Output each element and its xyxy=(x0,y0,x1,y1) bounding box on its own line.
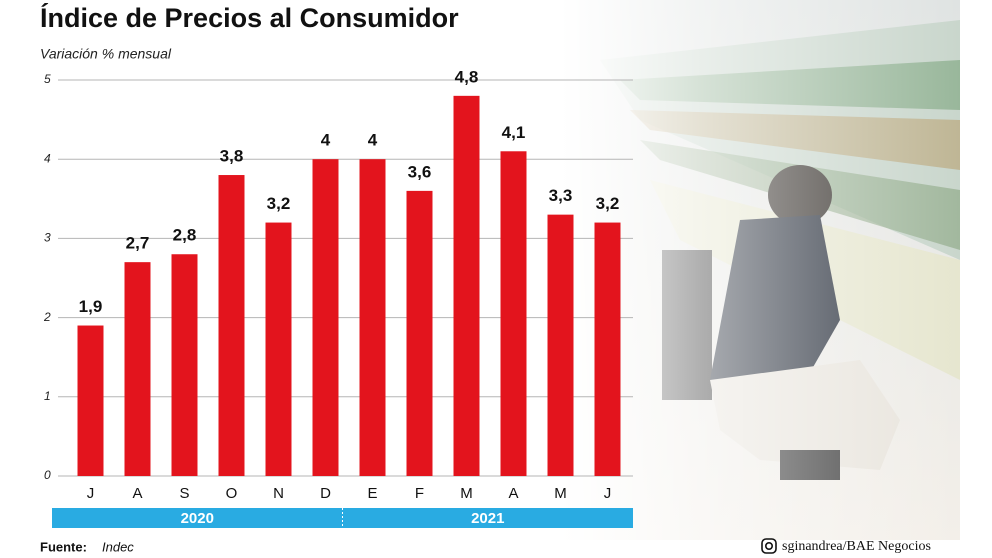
instagram-icon xyxy=(761,538,777,554)
x-tick-label: D xyxy=(320,485,331,502)
bar xyxy=(359,159,386,476)
y-tick-label: 0 xyxy=(44,468,51,482)
value-label: 3,8 xyxy=(220,147,244,166)
x-tick-label: M xyxy=(554,485,567,502)
bar xyxy=(77,325,104,476)
credit: sginandrea/BAE Negocios xyxy=(782,539,931,554)
x-tick-label: F xyxy=(415,485,424,502)
bar xyxy=(406,190,433,476)
x-tick-label: S xyxy=(179,485,189,502)
chart-subtitle: Variación % mensual xyxy=(40,46,172,62)
bar xyxy=(265,222,292,476)
x-tick-label: N xyxy=(273,485,284,502)
bar xyxy=(218,175,245,477)
value-label: 3,2 xyxy=(267,194,291,213)
source-label: Fuente: xyxy=(40,539,87,554)
bar xyxy=(500,151,527,476)
source: Indec xyxy=(102,539,134,554)
x-tick-label: E xyxy=(367,485,377,502)
value-label: 1,9 xyxy=(79,297,103,316)
year-label: 2021 xyxy=(471,510,504,527)
value-label: 2,7 xyxy=(126,234,150,253)
y-tick-label: 5 xyxy=(44,72,51,86)
value-label: 4,1 xyxy=(502,123,526,142)
bar xyxy=(547,214,574,476)
y-tick-label: 3 xyxy=(44,231,51,245)
value-label: 4 xyxy=(321,131,331,150)
value-label: 4,8 xyxy=(455,67,479,86)
x-tick-label: M xyxy=(460,485,473,502)
x-tick-label: J xyxy=(604,485,612,502)
bar xyxy=(171,254,198,476)
bar xyxy=(312,159,339,476)
year-label: 2020 xyxy=(181,510,214,527)
y-tick-label: 1 xyxy=(44,389,51,403)
bar xyxy=(594,222,621,476)
value-label: 4 xyxy=(368,131,378,150)
x-tick-label: A xyxy=(132,485,142,502)
y-tick-label: 4 xyxy=(44,151,51,165)
x-tick-label: O xyxy=(226,485,238,502)
chart-title: Índice de Precios al Consumidor xyxy=(40,2,459,33)
value-label: 2,8 xyxy=(173,226,197,245)
bar xyxy=(453,95,480,476)
y-tick-label: 2 xyxy=(43,310,51,324)
background-photo xyxy=(560,0,960,540)
bar xyxy=(124,262,151,476)
x-tick-label: A xyxy=(508,485,518,502)
value-label: 3,3 xyxy=(549,186,573,205)
x-tick-label: J xyxy=(87,485,95,502)
value-label: 3,2 xyxy=(596,194,620,213)
plot-area: 0 1 2 3 4 5 J 1,9 A 2,7 S 2,8 O 3,8 N 3,2 D 4 E 4 F 3,6 M 4,8 A 4… xyxy=(43,67,633,528)
value-label: 3,6 xyxy=(408,162,432,181)
